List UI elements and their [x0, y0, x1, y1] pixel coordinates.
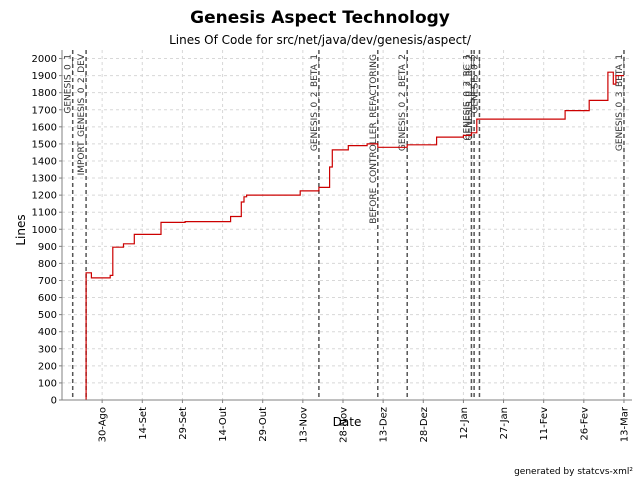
- x-tick-label: 13-Dez: [379, 407, 390, 442]
- release-marker-label: GENESIS_0_2: [470, 54, 480, 114]
- y-tick-label: 1200: [32, 191, 57, 202]
- x-tick-label: 30-Ago: [98, 407, 109, 442]
- release-marker-label: GENESIS_0_2_BETA_1: [310, 54, 320, 151]
- x-tick-label: 13-Nov: [298, 407, 309, 443]
- y-tick-label: 1300: [32, 174, 57, 185]
- y-tick-label: 1000: [32, 225, 57, 236]
- y-tick-label: 1500: [32, 139, 57, 150]
- y-tick-label: 500: [38, 310, 57, 321]
- release-marker-label: GENESIS_0_2_RC_2: [465, 54, 475, 140]
- axes: [59, 50, 632, 403]
- plot-area: [62, 50, 632, 400]
- y-tick-label: 2000: [32, 54, 57, 65]
- y-tick-label: 900: [38, 242, 57, 253]
- x-tick-label: 12-Jan: [459, 407, 470, 439]
- x-tick-label: 26-Fev: [579, 407, 590, 441]
- x-axis-label: Date: [333, 415, 362, 429]
- x-tick-label: 29-Out: [258, 407, 269, 442]
- x-tick-label: 28-Dez: [419, 407, 430, 442]
- y-tick-label: 400: [38, 327, 57, 338]
- release-marker-label: GENESIS_0_2_RC_1: [462, 54, 472, 140]
- y-tick-label: 100: [38, 378, 57, 389]
- generator-footer: generated by statcvs-xml²: [514, 467, 633, 477]
- lines-of-code-series: [85, 71, 624, 400]
- y-axis-label: Lines: [14, 214, 28, 245]
- y-tick-label: 1400: [32, 156, 57, 167]
- y-tick-label: 300: [38, 344, 57, 355]
- y-tick-label: 1700: [32, 105, 57, 116]
- x-tick-label: 29-Set: [178, 407, 189, 440]
- chart-title: Genesis Aspect Technology: [190, 8, 450, 28]
- y-tick-label: 0: [51, 396, 57, 407]
- y-tick-label: 600: [38, 293, 57, 304]
- release-marker-label: GENESIS_0_3_BETA_1: [615, 54, 625, 151]
- x-tick-label: 11-Fev: [539, 407, 550, 441]
- series-layer: [85, 71, 624, 400]
- y-tick-label: 200: [38, 361, 57, 372]
- x-tick-label: 28-Nov: [338, 407, 349, 443]
- y-tick-label: 700: [38, 276, 57, 287]
- x-tick-label: 14-Set: [138, 407, 149, 440]
- chart-subtitle: Lines Of Code for src/net/java/dev/genes…: [169, 33, 472, 47]
- y-tick-label: 1900: [32, 71, 57, 82]
- x-tick-label: 14-Out: [218, 407, 229, 442]
- release-marker-label: GENESIS_0_2_BETA_2: [398, 54, 408, 151]
- y-tick-labels: 0 100 200 300 400 500 600 700 800 900 1000 1100 1200…: [32, 54, 57, 406]
- grid-lines: [62, 50, 632, 400]
- y-tick-label: 1100: [32, 208, 57, 219]
- release-marker-label: BEFORE_CONTROLLER_REFACTORING: [369, 54, 379, 224]
- release-marker-label: GENESIS_0_1: [64, 54, 74, 114]
- y-tick-label: 1600: [32, 122, 57, 133]
- y-tick-label: 800: [38, 259, 57, 270]
- release-markers: GENESIS_0_1 IMPORT_GENESIS_0_2_DEV GENESIS…: [64, 50, 625, 400]
- y-tick-label: 1800: [32, 88, 57, 99]
- x-tick-label: 27-Jan: [499, 407, 510, 439]
- release-marker-label: IMPORT_GENESIS_0_2_DEV: [77, 53, 87, 175]
- x-tick-labels: 30-Ago 14-Set 29-Set 14-Out 29-Out 13-Nov 28-N…: [98, 406, 631, 443]
- x-tick-label: 13-Mar: [619, 406, 630, 442]
